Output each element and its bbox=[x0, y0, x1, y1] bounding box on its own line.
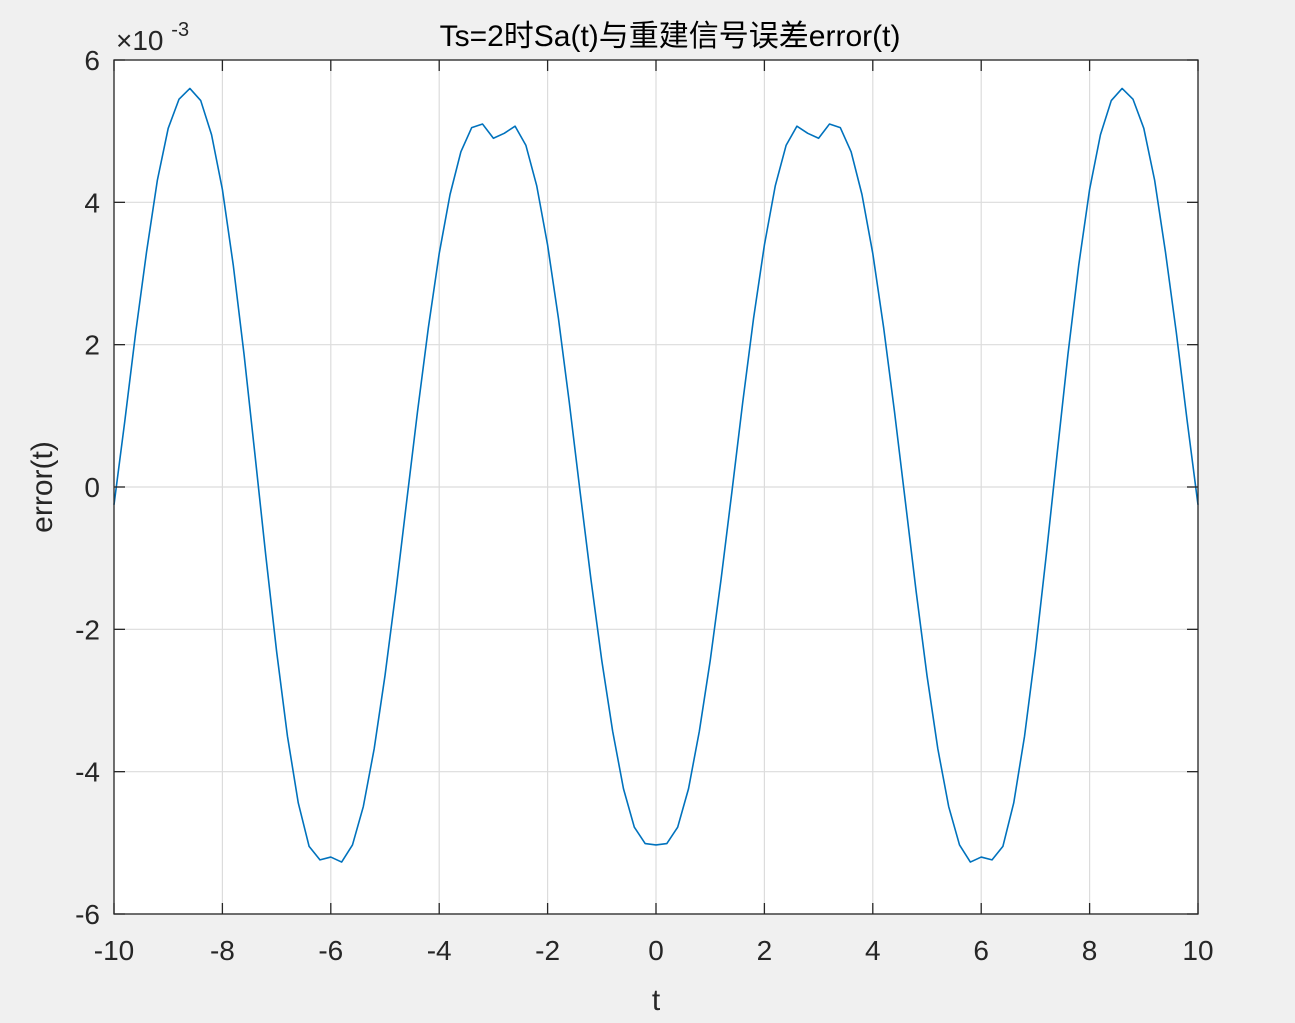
x-tick-label: -4 bbox=[427, 935, 452, 966]
y-axis-exponent: ×10 -3 bbox=[116, 19, 189, 56]
y-tick-label: -4 bbox=[75, 757, 100, 788]
y-axis-label: error(t) bbox=[26, 441, 59, 533]
y-tick-label: 6 bbox=[84, 45, 100, 76]
y-tick-label: 0 bbox=[84, 472, 100, 503]
x-tick-label: 10 bbox=[1182, 935, 1213, 966]
error-series-line bbox=[113, 87, 1199, 863]
x-tick-label: 6 bbox=[973, 935, 989, 966]
x-tick-label: -10 bbox=[94, 935, 134, 966]
x-tick-label: -6 bbox=[318, 935, 343, 966]
y-tick-label: 2 bbox=[84, 330, 100, 361]
x-tick-label: 8 bbox=[1082, 935, 1098, 966]
x-tick-label: -2 bbox=[535, 935, 560, 966]
x-axis-label: t bbox=[652, 984, 661, 1017]
chart-title: Ts=2时Sa(t)与重建信号误差error(t) bbox=[440, 20, 901, 53]
x-tick-label: 4 bbox=[865, 935, 881, 966]
x-tick-label: 0 bbox=[648, 935, 664, 966]
y-exponent-base: ×10 bbox=[116, 25, 164, 56]
x-tick-label: -8 bbox=[210, 935, 235, 966]
x-tick-label: 2 bbox=[757, 935, 773, 966]
axis-ticks bbox=[113, 59, 1199, 915]
y-tick-label: 4 bbox=[84, 187, 100, 218]
y-tick-label: -2 bbox=[75, 614, 100, 645]
tick-labels: -10 -8 -6 -4 -2 0 2 4 6 8 10 -6 -4 -2 0 2 4 6 bbox=[75, 45, 1213, 966]
y-tick-label: -6 bbox=[75, 899, 100, 930]
series-layer bbox=[113, 87, 1199, 863]
y-exponent-power: -3 bbox=[171, 19, 189, 41]
